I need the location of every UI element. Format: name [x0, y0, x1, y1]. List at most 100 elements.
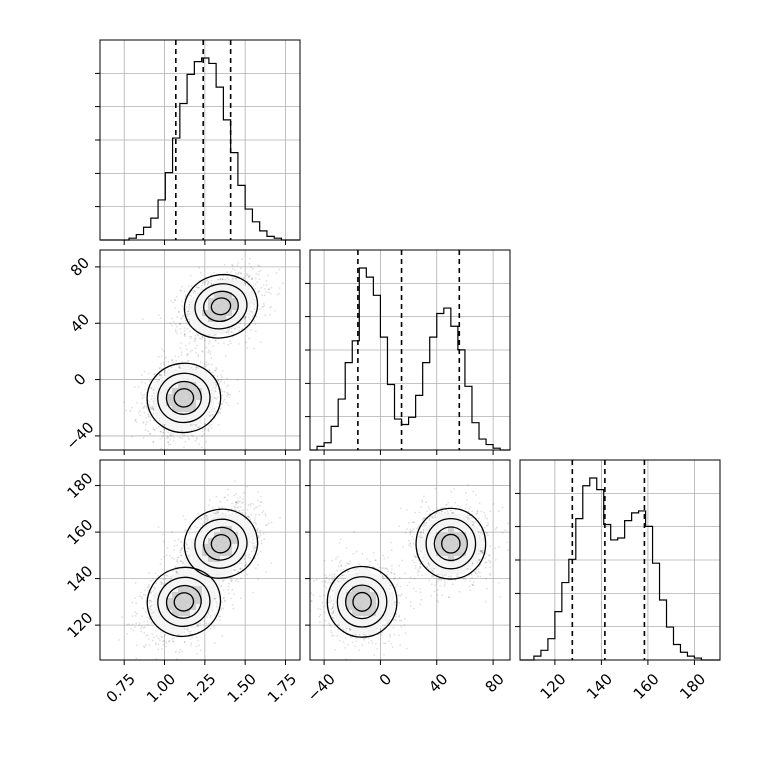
scatter-point	[247, 316, 250, 319]
scatter-point	[227, 404, 230, 407]
scatter-point	[245, 561, 247, 564]
scatter-point	[253, 550, 256, 552]
scatter-point	[197, 624, 200, 627]
scatter-point	[209, 616, 212, 619]
scatter-point	[170, 575, 173, 578]
scatter-point	[259, 532, 261, 535]
scatter-point	[173, 437, 175, 439]
scatter-point	[178, 651, 181, 654]
scatter-point	[187, 310, 190, 312]
scatter-point	[252, 591, 254, 594]
scatter-point	[250, 502, 253, 505]
scatter-point	[180, 351, 183, 354]
scatter-point	[264, 512, 267, 515]
scatter-point	[203, 620, 206, 623]
scatter-point	[151, 615, 153, 618]
scatter-point	[174, 328, 177, 331]
scatter-point	[149, 416, 152, 419]
scatter-point	[184, 440, 187, 443]
scatter-point	[250, 513, 252, 516]
scatter-point	[231, 264, 234, 267]
scatter-point	[259, 269, 262, 272]
scatter-point	[148, 401, 151, 403]
scatter-point	[175, 323, 177, 326]
density-cell	[160, 418, 166, 424]
scatter-point	[136, 401, 138, 404]
scatter-point	[197, 639, 199, 642]
scatter-point	[208, 369, 211, 371]
scatter-point	[214, 387, 217, 390]
scatter-point	[190, 366, 193, 369]
scatter-point	[278, 292, 280, 295]
density-cell	[220, 322, 226, 328]
density-cell	[196, 304, 202, 310]
scatter-point	[202, 281, 205, 283]
density-cell	[184, 364, 190, 370]
scatter-point	[205, 517, 207, 520]
scatter-point	[182, 515, 185, 517]
scatter-point	[126, 632, 128, 635]
scatter-point	[177, 556, 180, 559]
scatter-point	[233, 568, 235, 571]
scatter-point	[125, 409, 127, 412]
scatter-point	[249, 504, 252, 507]
scatter-point	[231, 263, 234, 266]
scatter-point	[260, 341, 262, 344]
histogram-p2-frame	[519, 459, 721, 661]
scatter-point	[162, 434, 165, 437]
scatter-point	[233, 494, 236, 497]
scatter-point	[221, 278, 224, 280]
scatter-point	[169, 322, 172, 324]
scatter-point	[134, 626, 137, 628]
scatter-point	[184, 319, 187, 322]
scatter-point	[210, 279, 213, 282]
scatter-point	[203, 433, 206, 435]
scatter-point	[198, 266, 200, 269]
histogram-p1	[310, 267, 510, 451]
scatter-point	[238, 326, 241, 329]
scatter-point	[239, 322, 242, 325]
scatter-point	[238, 390, 241, 393]
scatter-point	[275, 272, 278, 274]
scatter-point	[215, 600, 218, 603]
scatter-point	[159, 430, 162, 433]
scatter-point	[279, 516, 281, 519]
scatter-point	[212, 413, 214, 416]
histogram-p0	[100, 57, 300, 241]
scatter-point	[240, 502, 243, 505]
scatter-point	[141, 397, 144, 400]
scatter-point	[234, 277, 237, 280]
scatter-point	[144, 429, 147, 431]
scatter-point	[232, 267, 234, 270]
scatter-point	[263, 294, 266, 297]
scatter-point	[180, 554, 183, 556]
scatter-point	[240, 506, 243, 508]
scatter-point	[214, 334, 217, 336]
scatter-point	[217, 402, 219, 405]
scatter-point	[258, 270, 260, 273]
density-cell	[190, 316, 196, 322]
scatter-point	[167, 443, 170, 446]
scatter-point	[183, 335, 186, 338]
scatter-point	[254, 517, 257, 519]
scatter-point	[217, 423, 220, 426]
scatter-point	[177, 356, 180, 358]
scatter-point	[181, 650, 183, 653]
density-cell	[202, 328, 208, 334]
scatter-point	[177, 538, 180, 540]
scatter-point	[167, 431, 169, 434]
density-cell	[154, 394, 160, 400]
scatter-point	[262, 510, 265, 512]
scatter-point	[179, 323, 182, 326]
scatter-point	[171, 361, 174, 363]
scatter-point	[131, 406, 134, 409]
scatter-point	[260, 286, 263, 289]
scatter-point	[235, 493, 237, 495]
scatter-point	[151, 395, 154, 397]
scatter-point	[219, 408, 222, 410]
scatter-point	[160, 362, 162, 365]
scatter-point	[227, 488, 230, 491]
scatter-point	[255, 330, 257, 332]
scatter-point	[150, 386, 153, 389]
scatter-point	[160, 447, 162, 450]
